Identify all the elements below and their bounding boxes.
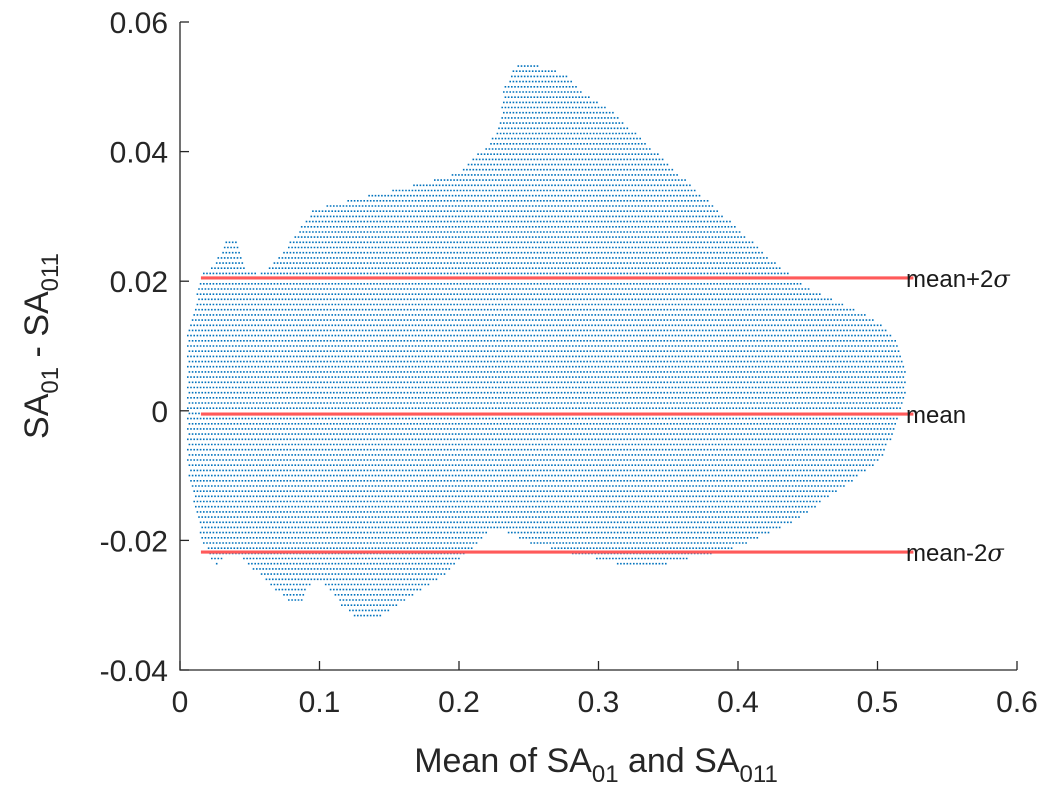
x-tick-label: 0.6 <box>996 686 1038 719</box>
y-tick-label: -0.02 <box>100 525 168 558</box>
y-tick-label: -0.04 <box>100 655 168 688</box>
x-tick-label: 0.4 <box>717 686 759 719</box>
reference-line-label: mean+2σ <box>906 265 1010 293</box>
y-tick-label: 0.06 <box>110 7 168 40</box>
axes <box>179 21 1018 671</box>
scatter-points <box>187 65 906 617</box>
y-tick-label: 0 <box>151 396 168 429</box>
x-axis-title: Mean of SA01 and SA011 <box>414 742 778 788</box>
reference-line-label: mean-2σ <box>906 539 1004 567</box>
x-tick-label: 0.5 <box>857 686 899 719</box>
y-tick-label: 0.04 <box>110 137 168 170</box>
tick-labels: 0 0.1 0.2 0.3 0.4 0.5 0.6 -0.04 -0.02 0 0.02 0.04 0.… <box>100 7 1038 719</box>
reference-line-label: mean <box>906 402 966 429</box>
y-axis-title: SA01 - SA011 <box>18 253 64 439</box>
reference-lines: mean+2σ mean mean-2σ <box>200 265 1010 567</box>
x-tick-label: 0.3 <box>578 686 620 719</box>
y-tick-label: 0.02 <box>110 266 168 299</box>
x-tick-label: 0.1 <box>299 686 341 719</box>
x-tick-label: 0 <box>172 686 189 719</box>
x-tick-label: 0.2 <box>438 686 480 719</box>
